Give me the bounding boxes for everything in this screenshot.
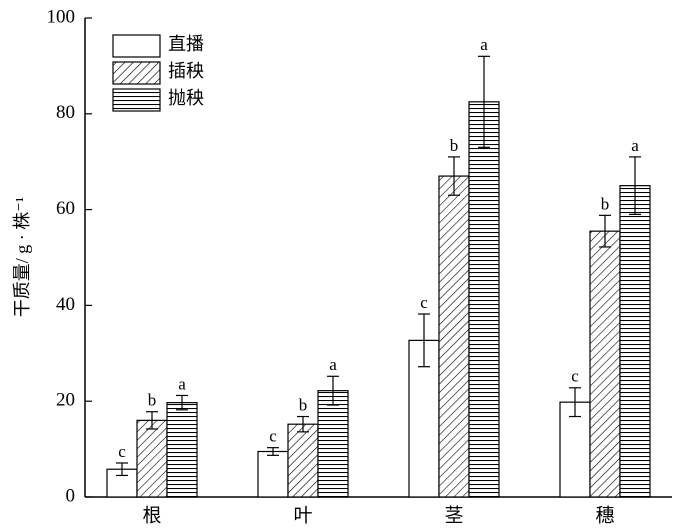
y-tick-label: 100 [47, 6, 76, 27]
significance-letter: c [571, 367, 579, 386]
bar [619, 185, 651, 498]
bar [136, 419, 168, 498]
y-tick-label: 40 [56, 294, 75, 315]
significance-letter: a [480, 35, 488, 54]
y-tick-label: 20 [56, 390, 75, 411]
y-tick-label: 60 [56, 198, 75, 219]
significance-letter: b [450, 136, 459, 155]
legend-swatch [112, 61, 161, 85]
significance-letter: b [601, 194, 610, 213]
x-tick-label: 茎 [444, 504, 463, 526]
bar [166, 402, 198, 498]
bar [257, 450, 289, 498]
legend-swatch [112, 34, 161, 58]
significance-letter: a [631, 136, 639, 155]
significance-letter: c [269, 427, 277, 446]
x-tick-label: 根 [142, 504, 161, 526]
significance-letter: b [299, 395, 308, 414]
significance-letter: c [420, 293, 428, 312]
legend-label: 抛秧 [168, 88, 204, 108]
x-tick-label: 穗 [595, 504, 614, 526]
legend-label: 直播 [168, 34, 204, 54]
significance-letter: b [148, 391, 157, 410]
bar [438, 175, 470, 498]
legend-swatch [112, 88, 161, 112]
bar [287, 423, 319, 498]
significance-letter: c [118, 442, 126, 461]
legend-label: 插秧 [168, 61, 204, 81]
y-axis-label: 干质量/ g · 株⁻¹ [12, 197, 32, 317]
y-tick-label: 80 [56, 102, 75, 123]
bar [589, 230, 621, 498]
y-tick-label: 0 [66, 485, 76, 506]
bar [317, 390, 349, 498]
significance-letter: a [178, 374, 186, 393]
significance-letter: a [329, 355, 337, 374]
bar [559, 401, 591, 498]
x-tick-label: 叶 [293, 504, 312, 526]
bar [468, 101, 500, 498]
